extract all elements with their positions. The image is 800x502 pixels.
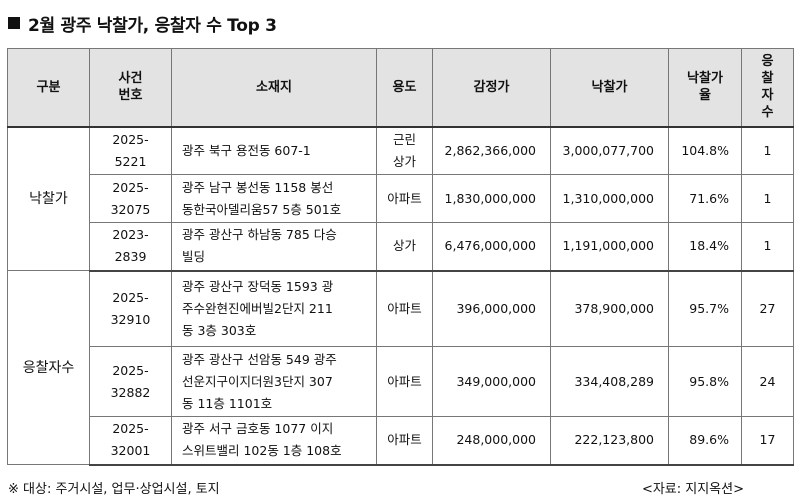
bidders-cell: 1 bbox=[741, 126, 794, 175]
ratio-cell: 95.7% bbox=[668, 270, 742, 347]
case-no-cell: 2023- 2839 bbox=[89, 222, 172, 272]
table-row: 2025- 32001 광주 서구 금호동 1077 이지 스위트밸리 102동… bbox=[8, 416, 794, 466]
header-case-no: 사건 번호 bbox=[89, 48, 172, 127]
case-no-cell: 2025- 32910 bbox=[89, 270, 172, 347]
ratio-cell: 104.8% bbox=[668, 126, 742, 175]
header-bidders: 응 찰 자 수 bbox=[741, 48, 794, 127]
group-label-winning-bid: 낙찰가 bbox=[7, 126, 90, 271]
group-label-bidders: 응찰자수 bbox=[7, 270, 90, 465]
usage-cell: 근린 상가 bbox=[376, 126, 433, 175]
winning-bid-cell: 334,408,289 bbox=[550, 346, 669, 417]
appraisal-cell: 6,476,000,000 bbox=[432, 222, 551, 272]
footer-source: <자료: 지지옥션> bbox=[641, 482, 744, 497]
ratio-cell: 89.6% bbox=[668, 416, 742, 466]
bidders-cell: 1 bbox=[741, 174, 794, 223]
usage-cell: 아파트 bbox=[376, 270, 433, 347]
table-row: 2023- 2839 광주 광산구 하남동 785 다승 빌딩 상가 6,476… bbox=[8, 222, 794, 272]
address-cell: 광주 남구 봉선동 1158 봉선 동한국아델리움57 5층 501호 bbox=[171, 174, 377, 223]
usage-cell: 아파트 bbox=[376, 174, 433, 223]
appraisal-cell: 396,000,000 bbox=[432, 270, 551, 347]
bidders-cell: 1 bbox=[741, 222, 794, 272]
address-cell: 광주 광산구 장덕동 1593 광 주수완현진에버빌2단지 211 동 3층 3… bbox=[171, 270, 377, 347]
address-cell: 광주 광산구 하남동 785 다승 빌딩 bbox=[171, 222, 377, 272]
bidders-cell: 17 bbox=[741, 416, 794, 466]
table-row: 낙찰가 2025- 5221 광주 북구 용전동 607-1 근린 상가 2,8… bbox=[7, 126, 794, 271]
footer-note: ※ 대상: 주거시설, 업무·상업시설, 토지 bbox=[8, 482, 220, 497]
header-winning-bid: 낙찰가 bbox=[550, 48, 669, 127]
header-address: 소재지 bbox=[171, 48, 377, 127]
winning-bid-cell: 1,310,000,000 bbox=[550, 174, 669, 223]
winning-bid-cell: 378,900,000 bbox=[550, 270, 669, 347]
footer: ※ 대상: 주거시설, 업무·상업시설, 토지 <자료: 지지옥션> bbox=[8, 478, 792, 497]
header-appraisal: 감정가 bbox=[432, 48, 551, 127]
bidders-cell: 27 bbox=[741, 270, 794, 347]
ratio-cell: 18.4% bbox=[668, 222, 742, 272]
appraisal-cell: 248,000,000 bbox=[432, 416, 551, 466]
bidders-cell: 24 bbox=[741, 346, 794, 417]
usage-cell: 아파트 bbox=[376, 416, 433, 466]
address-cell: 광주 서구 금호동 1077 이지 스위트밸리 102동 1층 108호 bbox=[171, 416, 377, 466]
address-cell: 광주 북구 용전동 607-1 bbox=[171, 126, 377, 175]
title-text: 2월 광주 낙찰가, 응찰자 수 Top 3 bbox=[28, 15, 277, 36]
usage-cell: 상가 bbox=[376, 222, 433, 272]
header-ratio: 낙찰가 율 bbox=[668, 48, 742, 127]
winning-bid-cell: 1,191,000,000 bbox=[550, 222, 669, 272]
table-row: 2025- 32075 광주 남구 봉선동 1158 봉선 동한국아델리움57 … bbox=[8, 174, 794, 223]
winning-bid-cell: 222,123,800 bbox=[550, 416, 669, 466]
table-row: 응찰자수 2025- 32910 광주 광산구 장덕동 1593 광 주수완현진… bbox=[7, 270, 794, 465]
address-cell: 광주 광산구 선암동 549 광주 선운지구이지더원3단지 307 동 11층 … bbox=[171, 346, 377, 417]
page-title: 2월 광주 낙찰가, 응찰자 수 Top 3 bbox=[8, 8, 277, 38]
ratio-cell: 71.6% bbox=[668, 174, 742, 223]
header-usage: 용도 bbox=[376, 48, 433, 127]
case-no-cell: 2025- 32882 bbox=[89, 346, 172, 417]
auction-table: 구분 사건 번호 소재지 용도 감정가 낙찰가 낙찰가 율 응 찰 자 수 낙찰… bbox=[7, 48, 794, 466]
case-no-cell: 2025- 32075 bbox=[89, 174, 172, 223]
appraisal-cell: 1,830,000,000 bbox=[432, 174, 551, 223]
square-bullet-icon bbox=[8, 17, 20, 29]
case-no-cell: 2025- 32001 bbox=[89, 416, 172, 466]
usage-cell: 아파트 bbox=[376, 346, 433, 417]
appraisal-cell: 349,000,000 bbox=[432, 346, 551, 417]
appraisal-cell: 2,862,366,000 bbox=[432, 126, 551, 175]
header-row: 구분 사건 번호 소재지 용도 감정가 낙찰가 낙찰가 율 응 찰 자 수 bbox=[7, 48, 794, 127]
case-no-cell: 2025- 5221 bbox=[89, 126, 172, 175]
table-row: 2025- 32882 광주 광산구 선암동 549 광주 선운지구이지더원3단… bbox=[8, 346, 794, 417]
winning-bid-cell: 3,000,077,700 bbox=[550, 126, 669, 175]
ratio-cell: 95.8% bbox=[668, 346, 742, 417]
header-group: 구분 bbox=[7, 48, 90, 127]
